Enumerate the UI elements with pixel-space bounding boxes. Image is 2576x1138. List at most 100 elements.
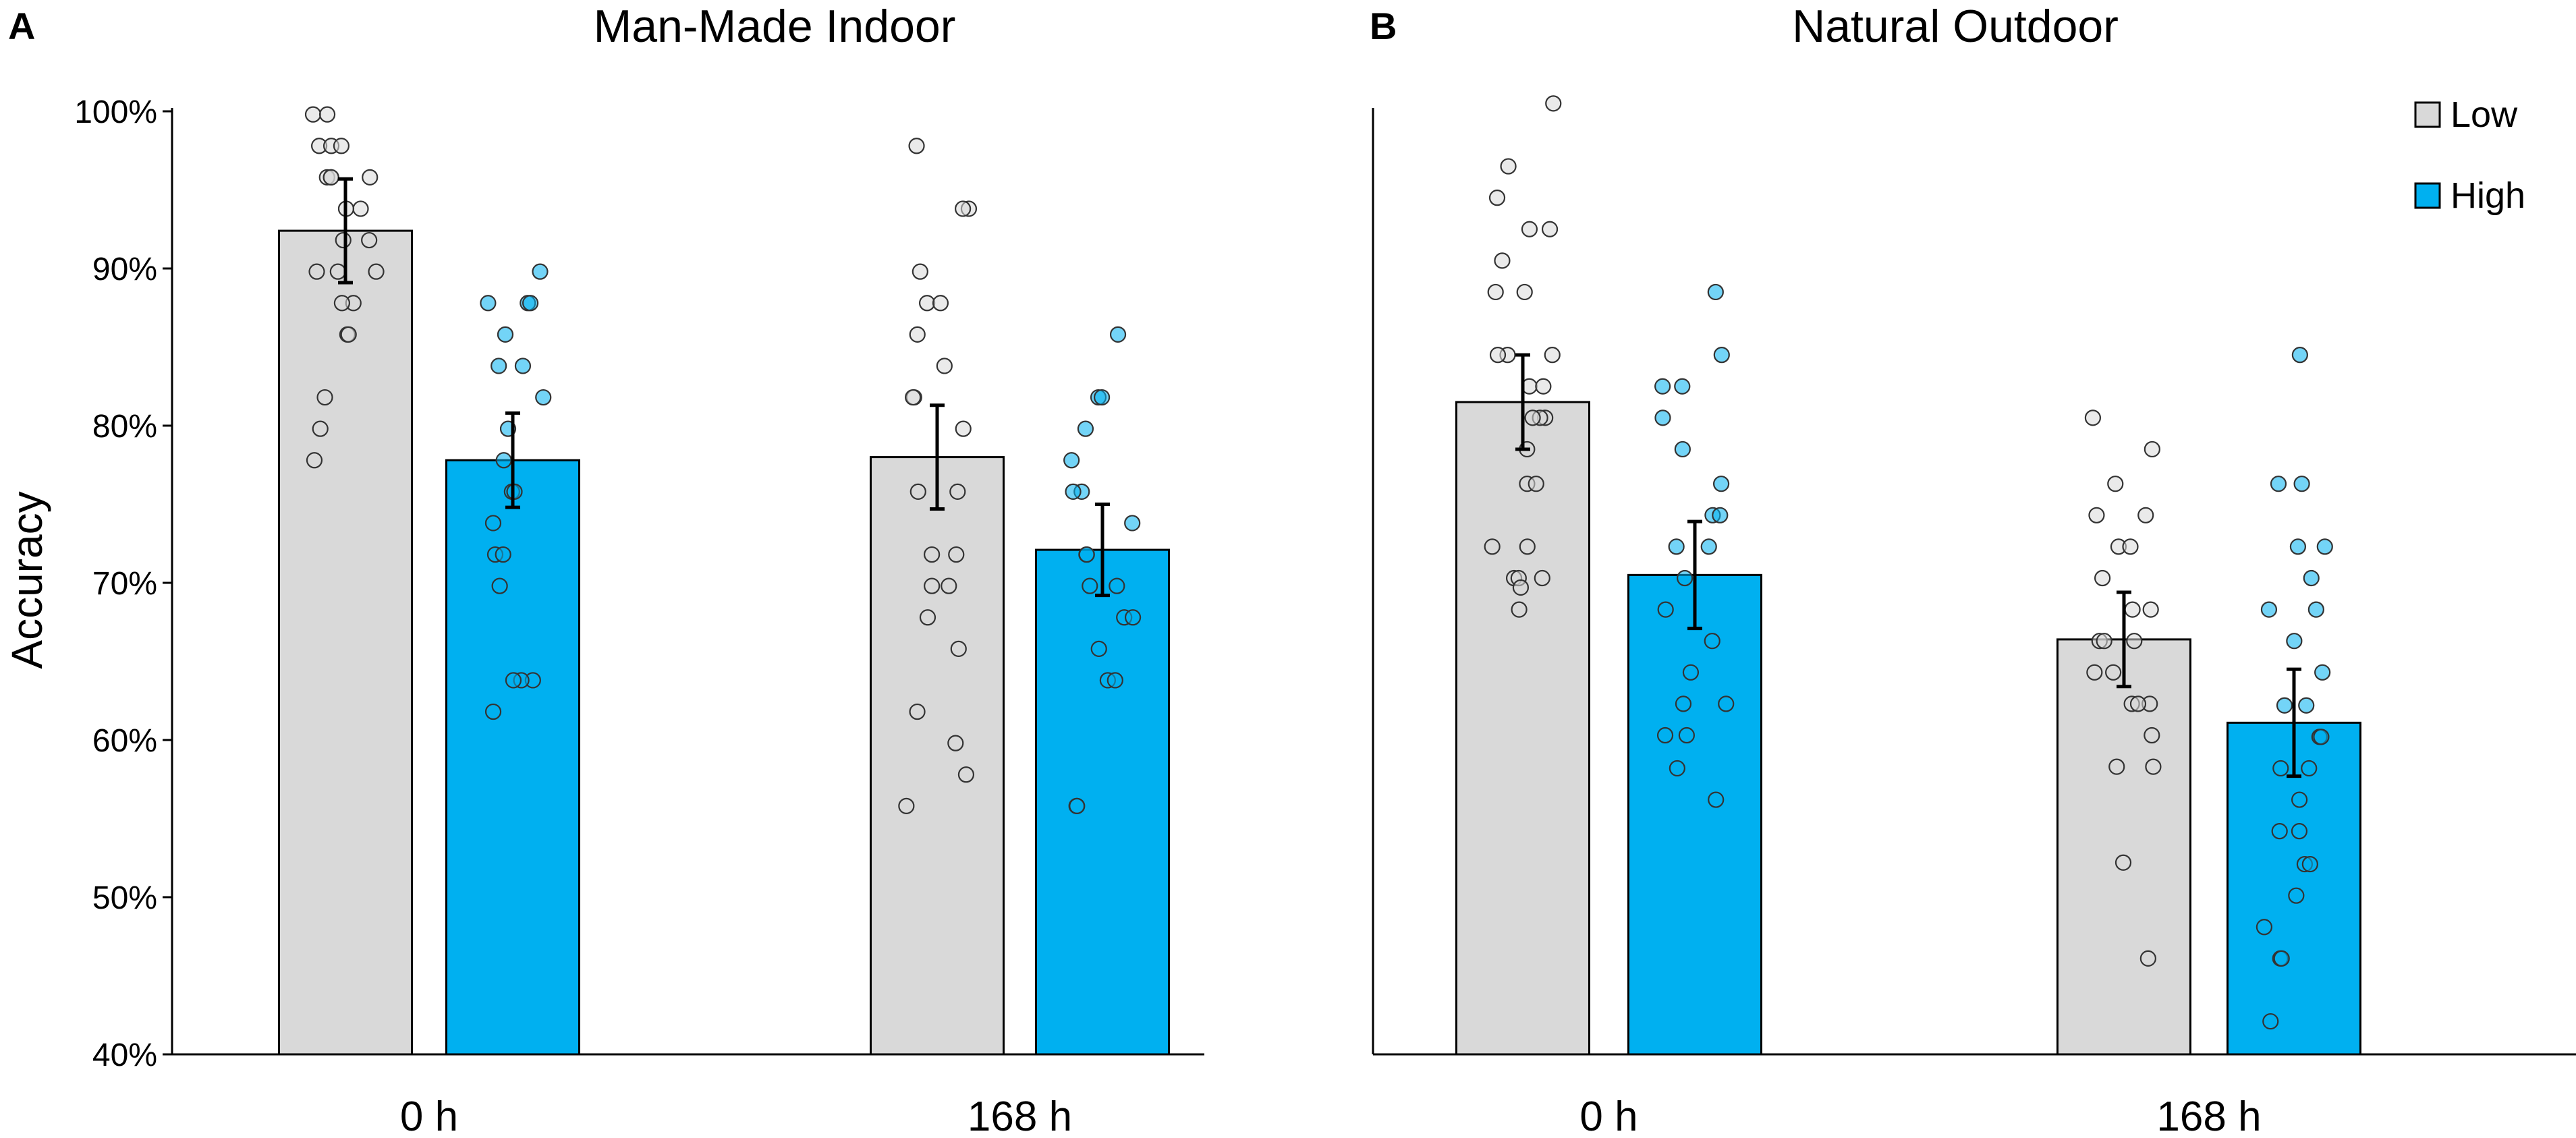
data-point [2108,758,2125,775]
data-point [2086,664,2103,681]
data-point [2139,950,2156,967]
data-point [909,703,926,720]
data-point [2291,347,2308,364]
data-point [2291,791,2308,808]
data-point [2316,538,2333,555]
data-point [1521,221,1538,237]
data-point [1077,420,1094,437]
data-point [495,546,511,563]
data-point [1484,538,1501,555]
bar-low [1455,401,1590,1056]
data-point [1078,546,1095,563]
data-point [1708,791,1725,808]
data-point [333,295,351,312]
data-point [909,483,926,500]
data-point [2096,633,2112,650]
data-point [316,389,333,406]
data-point [1707,283,1724,301]
data-point [2291,823,2308,840]
data-point [2313,729,2330,745]
data-point [955,420,972,437]
data-point [514,358,532,374]
data-point [1718,695,1735,712]
data-point [936,358,953,374]
data-point [362,169,379,186]
y-tick-label: 60% [92,723,157,759]
data-point [2273,950,2290,967]
data-point [1524,409,1541,426]
x-tick-label: 168 h [2156,1093,2261,1138]
data-point [1512,579,1530,596]
y-tick-label: 90% [92,252,157,287]
x-tick-label: 0 h [400,1093,458,1138]
data-point [908,138,925,154]
data-point [1656,727,1674,744]
data-point [898,797,915,814]
data-point [2144,727,2160,744]
data-point [2271,823,2288,840]
data-point [335,231,352,249]
data-point [2288,887,2305,904]
data-point [2124,601,2141,618]
data-point [924,546,941,563]
data-point [1065,483,1082,500]
data-point [304,106,322,123]
panel-a: A Man-Made Indoor 40% 50% 60% 70% 80% 90% 100% 0 … [8,1,1204,1138]
data-point [948,546,965,563]
data-point [2286,633,2303,650]
data-point [1654,409,1671,426]
data-point [1107,672,1123,689]
data-point [1500,158,1517,175]
data-point [535,389,552,406]
data-point [2137,507,2154,523]
data-point [491,577,508,594]
data-point [2256,919,2273,936]
data-point [2301,855,2318,873]
data-point [1090,640,1107,657]
data-point [329,263,346,280]
data-point [1700,538,1717,555]
data-point [2301,760,2318,777]
data-point [2115,854,2132,871]
data-point [1704,633,1720,650]
data-point [306,452,323,469]
data-point [2088,507,2105,523]
data-point [1674,378,1691,395]
data-point [955,200,972,217]
x-tick-label: 168 h [968,1093,1072,1138]
data-point [532,263,549,280]
bar-high [1627,573,1762,1056]
y-tick-label: 80% [92,409,157,445]
data-point [919,609,936,626]
data-point [2084,409,2102,426]
data-point [909,326,926,343]
data-point [1677,569,1693,587]
legend-label-low: Low [2451,94,2518,135]
data-point [2262,1013,2279,1030]
bar-high [445,459,580,1056]
data-point [2260,601,2278,618]
data-point [1534,569,1550,587]
data-point [368,263,385,280]
data-point [1541,221,1559,237]
data-point [333,138,350,154]
data-point [2122,538,2139,555]
legend-label-high: High [2451,175,2525,216]
data-point [2307,601,2324,618]
data-point [2289,538,2307,555]
data-point [932,295,949,312]
data-point [2298,697,2315,714]
data-point [497,326,514,343]
data-point [1657,601,1674,618]
data-point [1063,452,1080,469]
data-point [2272,760,2289,777]
data-point [1124,609,1142,626]
data-point [491,358,507,374]
data-point [2126,633,2143,650]
x-tick-label: 0 h [1579,1093,1637,1138]
data-point [2105,664,2122,681]
data-point [318,106,336,123]
data-point [1654,378,1671,395]
data-point [2107,476,2124,492]
